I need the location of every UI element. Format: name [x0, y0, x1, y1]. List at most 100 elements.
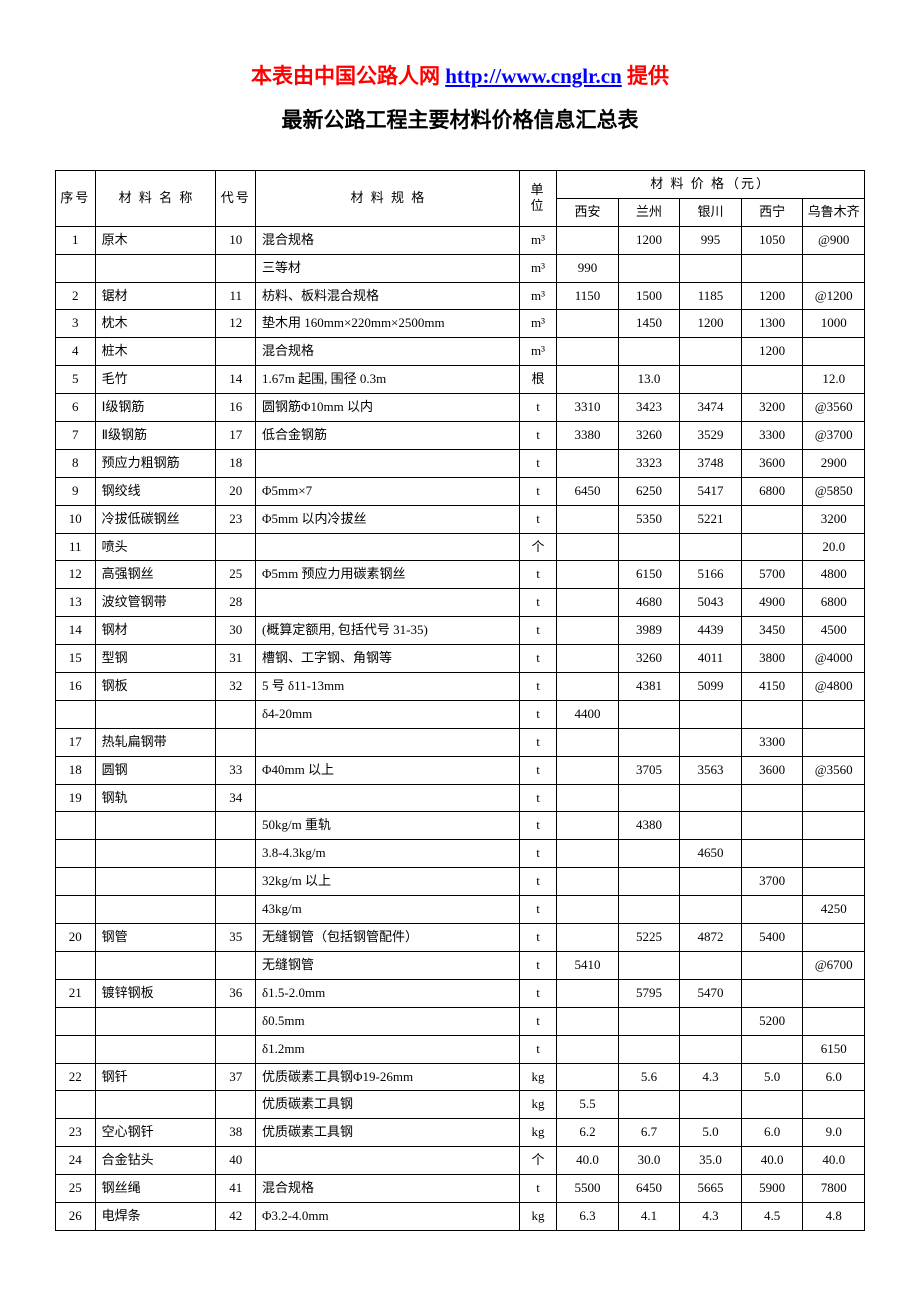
cell-price-1: 4380 — [618, 812, 680, 840]
table-row: 19钢轨34t — [56, 784, 865, 812]
cell-unit: m³ — [519, 226, 556, 254]
cell-seq: 10 — [56, 505, 96, 533]
cell-price-0 — [557, 812, 619, 840]
cell-name: 钢绞线 — [95, 477, 216, 505]
cell-name — [95, 1035, 216, 1063]
table-row: 8预应力粗钢筋18t3323374836002900 — [56, 449, 865, 477]
cell-price-3 — [741, 979, 803, 1007]
cell-price-3 — [741, 1091, 803, 1119]
cell-code: 38 — [216, 1119, 256, 1147]
table-row: 24合金钻头40个40.030.035.040.040.0 — [56, 1147, 865, 1175]
cell-price-0: 3380 — [557, 422, 619, 450]
cell-seq — [56, 1007, 96, 1035]
cell-price-1: 30.0 — [618, 1147, 680, 1175]
cell-price-0: 990 — [557, 254, 619, 282]
cell-spec: 无缝钢管 — [256, 951, 520, 979]
cell-unit: 个 — [519, 533, 556, 561]
cell-code: 30 — [216, 617, 256, 645]
cell-price-2: 5166 — [680, 561, 742, 589]
cell-spec — [256, 784, 520, 812]
cell-price-4 — [803, 728, 865, 756]
cell-price-1: 3423 — [618, 394, 680, 422]
cell-name: 锯材 — [95, 282, 216, 310]
cell-price-2 — [680, 1007, 742, 1035]
cell-seq — [56, 951, 96, 979]
cell-price-2: 1200 — [680, 310, 742, 338]
cell-price-0 — [557, 1007, 619, 1035]
title-link[interactable]: http://www.cnglr.cn — [445, 64, 622, 88]
col-seq-header: 序号 — [56, 171, 96, 227]
cell-price-4 — [803, 979, 865, 1007]
cell-code: 34 — [216, 784, 256, 812]
cell-name: 预应力粗钢筋 — [95, 449, 216, 477]
cell-seq: 21 — [56, 979, 96, 1007]
cell-price-1: 4381 — [618, 673, 680, 701]
cell-unit: t — [519, 505, 556, 533]
cell-price-4 — [803, 1007, 865, 1035]
cell-name: 合金钻头 — [95, 1147, 216, 1175]
cell-price-2: 4.3 — [680, 1202, 742, 1230]
cell-price-3: 3300 — [741, 728, 803, 756]
cell-price-3 — [741, 366, 803, 394]
cell-unit: t — [519, 840, 556, 868]
table-row: 17热轧扁钢带t3300 — [56, 728, 865, 756]
cell-seq: 22 — [56, 1063, 96, 1091]
cell-price-1 — [618, 338, 680, 366]
cell-price-1: 13.0 — [618, 366, 680, 394]
cell-price-4: @3560 — [803, 756, 865, 784]
cell-price-0: 6.2 — [557, 1119, 619, 1147]
cell-price-2 — [680, 700, 742, 728]
cell-price-0 — [557, 840, 619, 868]
cell-price-0: 5410 — [557, 951, 619, 979]
cell-code: 14 — [216, 366, 256, 394]
cell-price-4: 12.0 — [803, 366, 865, 394]
cell-code: 12 — [216, 310, 256, 338]
cell-price-0: 1150 — [557, 282, 619, 310]
cell-spec — [256, 1147, 520, 1175]
table-row: 16钢板325 号 δ11-13mmt438150994150@4800 — [56, 673, 865, 701]
table-row: 优质碳素工具钢kg5.5 — [56, 1091, 865, 1119]
cell-unit: t — [519, 924, 556, 952]
cell-spec: 5 号 δ11-13mm — [256, 673, 520, 701]
cell-seq: 24 — [56, 1147, 96, 1175]
cell-unit: t — [519, 449, 556, 477]
cell-price-1: 6.7 — [618, 1119, 680, 1147]
cell-price-3: 5900 — [741, 1175, 803, 1203]
cell-price-2 — [680, 728, 742, 756]
cell-price-0: 3310 — [557, 394, 619, 422]
cell-seq: 7 — [56, 422, 96, 450]
table-row: 4桩木混合规格m³1200 — [56, 338, 865, 366]
cell-price-4 — [803, 254, 865, 282]
cell-price-0 — [557, 868, 619, 896]
cell-price-1: 3705 — [618, 756, 680, 784]
cell-seq: 16 — [56, 673, 96, 701]
cell-price-4: 7800 — [803, 1175, 865, 1203]
cell-name — [95, 840, 216, 868]
table-header-row-1: 序号 材 料 名 称 代号 材 料 规 格 单位 材 料 价 格（元） — [56, 171, 865, 199]
cell-name: 钢钎 — [95, 1063, 216, 1091]
cell-unit: t — [519, 645, 556, 673]
cell-spec: Φ40mm 以上 — [256, 756, 520, 784]
page-title: 本表由中国公路人网 http://www.cnglr.cn 提供 — [55, 60, 865, 90]
cell-unit: t — [519, 422, 556, 450]
cell-price-0 — [557, 673, 619, 701]
cell-name: 冷拔低碳钢丝 — [95, 505, 216, 533]
cell-spec: 3.8-4.3kg/m — [256, 840, 520, 868]
cell-price-0: 5.5 — [557, 1091, 619, 1119]
cell-spec: 枋料、板料混合规格 — [256, 282, 520, 310]
cell-name: 钢轨 — [95, 784, 216, 812]
cell-unit: t — [519, 617, 556, 645]
cell-name — [95, 951, 216, 979]
city-header-4: 乌鲁木齐 — [803, 198, 865, 226]
cell-price-2: 4439 — [680, 617, 742, 645]
cell-seq — [56, 1035, 96, 1063]
cell-price-1 — [618, 951, 680, 979]
cell-unit: t — [519, 477, 556, 505]
cell-price-1: 5350 — [618, 505, 680, 533]
cell-price-3: 1200 — [741, 282, 803, 310]
cell-seq: 23 — [56, 1119, 96, 1147]
cell-name — [95, 1091, 216, 1119]
col-unit-header: 单位 — [519, 171, 556, 227]
cell-price-2: 5665 — [680, 1175, 742, 1203]
cell-price-1: 5795 — [618, 979, 680, 1007]
